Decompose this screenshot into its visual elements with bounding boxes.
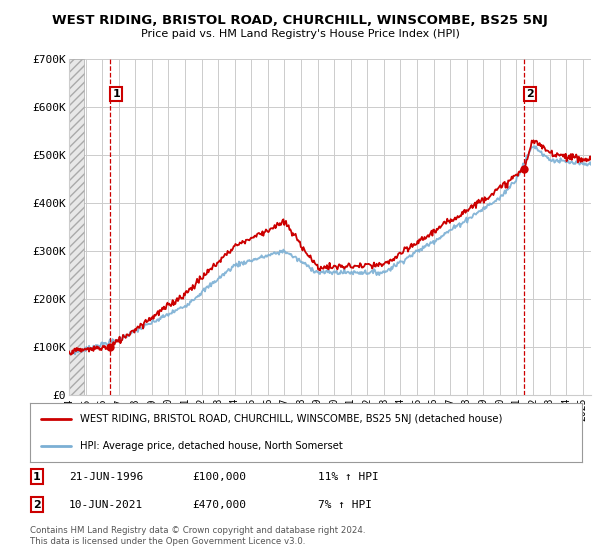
Text: £100,000: £100,000 [192,472,246,482]
Text: 2: 2 [526,89,534,99]
Text: 10-JUN-2021: 10-JUN-2021 [69,500,143,510]
Text: Price paid vs. HM Land Registry's House Price Index (HPI): Price paid vs. HM Land Registry's House … [140,29,460,39]
Text: 11% ↑ HPI: 11% ↑ HPI [318,472,379,482]
Bar [69,59,84,395]
Text: WEST RIDING, BRISTOL ROAD, CHURCHILL, WINSCOMBE, BS25 5NJ: WEST RIDING, BRISTOL ROAD, CHURCHILL, WI… [52,14,548,27]
Text: 1: 1 [112,89,120,99]
Text: £470,000: £470,000 [192,500,246,510]
Text: Contains HM Land Registry data © Crown copyright and database right 2024.
This d: Contains HM Land Registry data © Crown c… [30,526,365,546]
Text: 7% ↑ HPI: 7% ↑ HPI [318,500,372,510]
Text: 21-JUN-1996: 21-JUN-1996 [69,472,143,482]
Text: HPI: Average price, detached house, North Somerset: HPI: Average price, detached house, Nort… [80,441,343,451]
Text: WEST RIDING, BRISTOL ROAD, CHURCHILL, WINSCOMBE, BS25 5NJ (detached house): WEST RIDING, BRISTOL ROAD, CHURCHILL, WI… [80,414,502,424]
Text: 1: 1 [33,472,41,482]
Text: 2: 2 [33,500,41,510]
